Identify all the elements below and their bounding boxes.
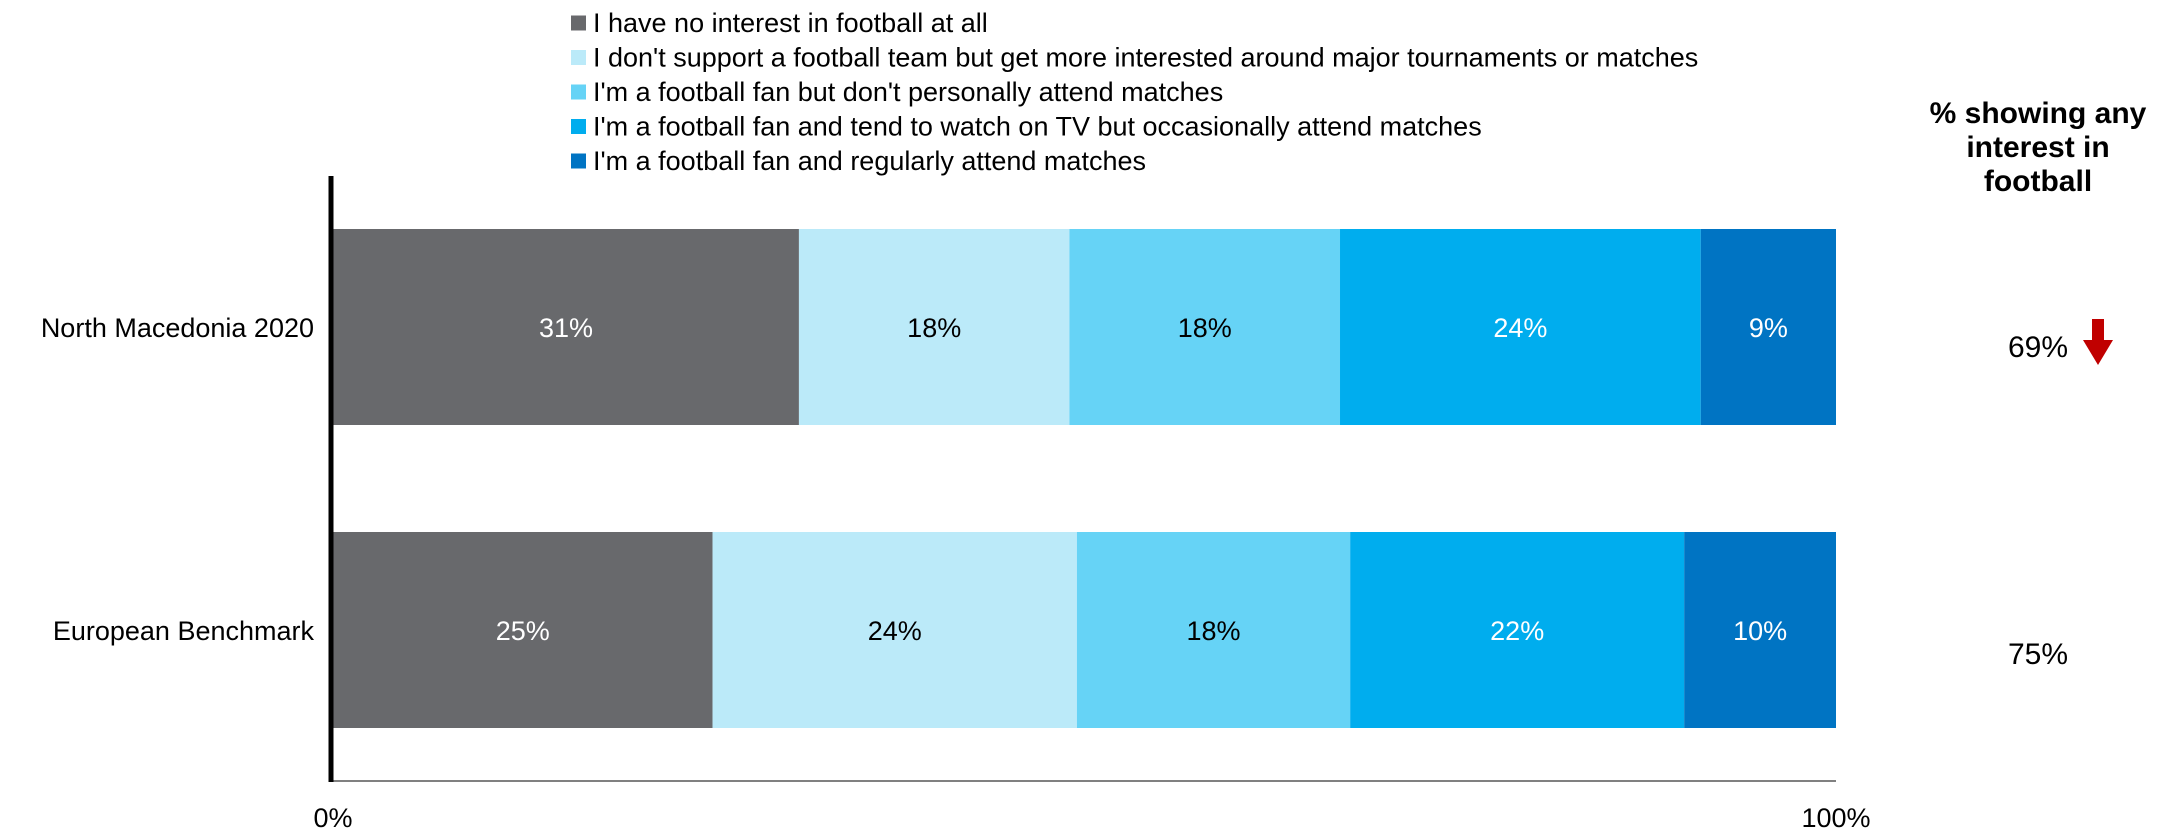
bar-segment <box>333 532 713 728</box>
bar-value-label: 10% <box>1733 616 1787 646</box>
legend-label: I'm a football fan and regularly attend … <box>593 146 1146 176</box>
side-panel-value: 69% <box>2008 331 2068 364</box>
bar-segment <box>1076 532 1351 728</box>
bar-segment <box>1340 229 1701 425</box>
legend-label: I'm a football fan and tend to watch on … <box>593 112 1482 142</box>
bar-value-label: 24% <box>868 616 922 646</box>
bar-value-label: 9% <box>1749 313 1788 343</box>
legend-swatch <box>571 119 586 134</box>
legend-swatch <box>571 15 586 31</box>
bar-value-label: 25% <box>496 616 550 646</box>
x-tick-label: 0% <box>313 803 352 831</box>
bar-segment <box>333 229 799 425</box>
bar-segment <box>798 229 1070 425</box>
bar-value-label: 22% <box>1490 616 1544 646</box>
bar-value-label: 24% <box>1493 313 1547 343</box>
x-tick-label: 100% <box>1801 803 1870 831</box>
legend-label: I'm a football fan but don't personally … <box>593 77 1223 107</box>
category-label: North Macedonia 2020 <box>41 313 314 343</box>
legend-swatch <box>571 50 586 65</box>
red-down-arrow-icon <box>2083 319 2113 365</box>
bar-segment <box>1700 229 1836 425</box>
bar-value-label: 18% <box>907 313 961 343</box>
bar-segment <box>1069 229 1341 425</box>
category-label: European Benchmark <box>53 616 315 646</box>
side-panel-title: % showing any <box>1930 97 2147 130</box>
legend-label: I have no interest in football at all <box>593 8 988 38</box>
legend-swatch <box>571 84 586 100</box>
bar-segment <box>1350 532 1685 728</box>
bar-segment <box>1684 532 1836 728</box>
side-panel-value: 75% <box>2008 638 2068 671</box>
legend-swatch <box>571 153 586 169</box>
side-panel-title: football <box>1984 165 2092 198</box>
bar-value-label: 18% <box>1187 616 1241 646</box>
side-panel-title: interest in <box>1966 131 2109 164</box>
bar-value-label: 31% <box>539 313 593 343</box>
legend-label: I don't support a football team but get … <box>593 43 1698 73</box>
bar-segment <box>712 532 1077 728</box>
bar-value-label: 18% <box>1178 313 1232 343</box>
